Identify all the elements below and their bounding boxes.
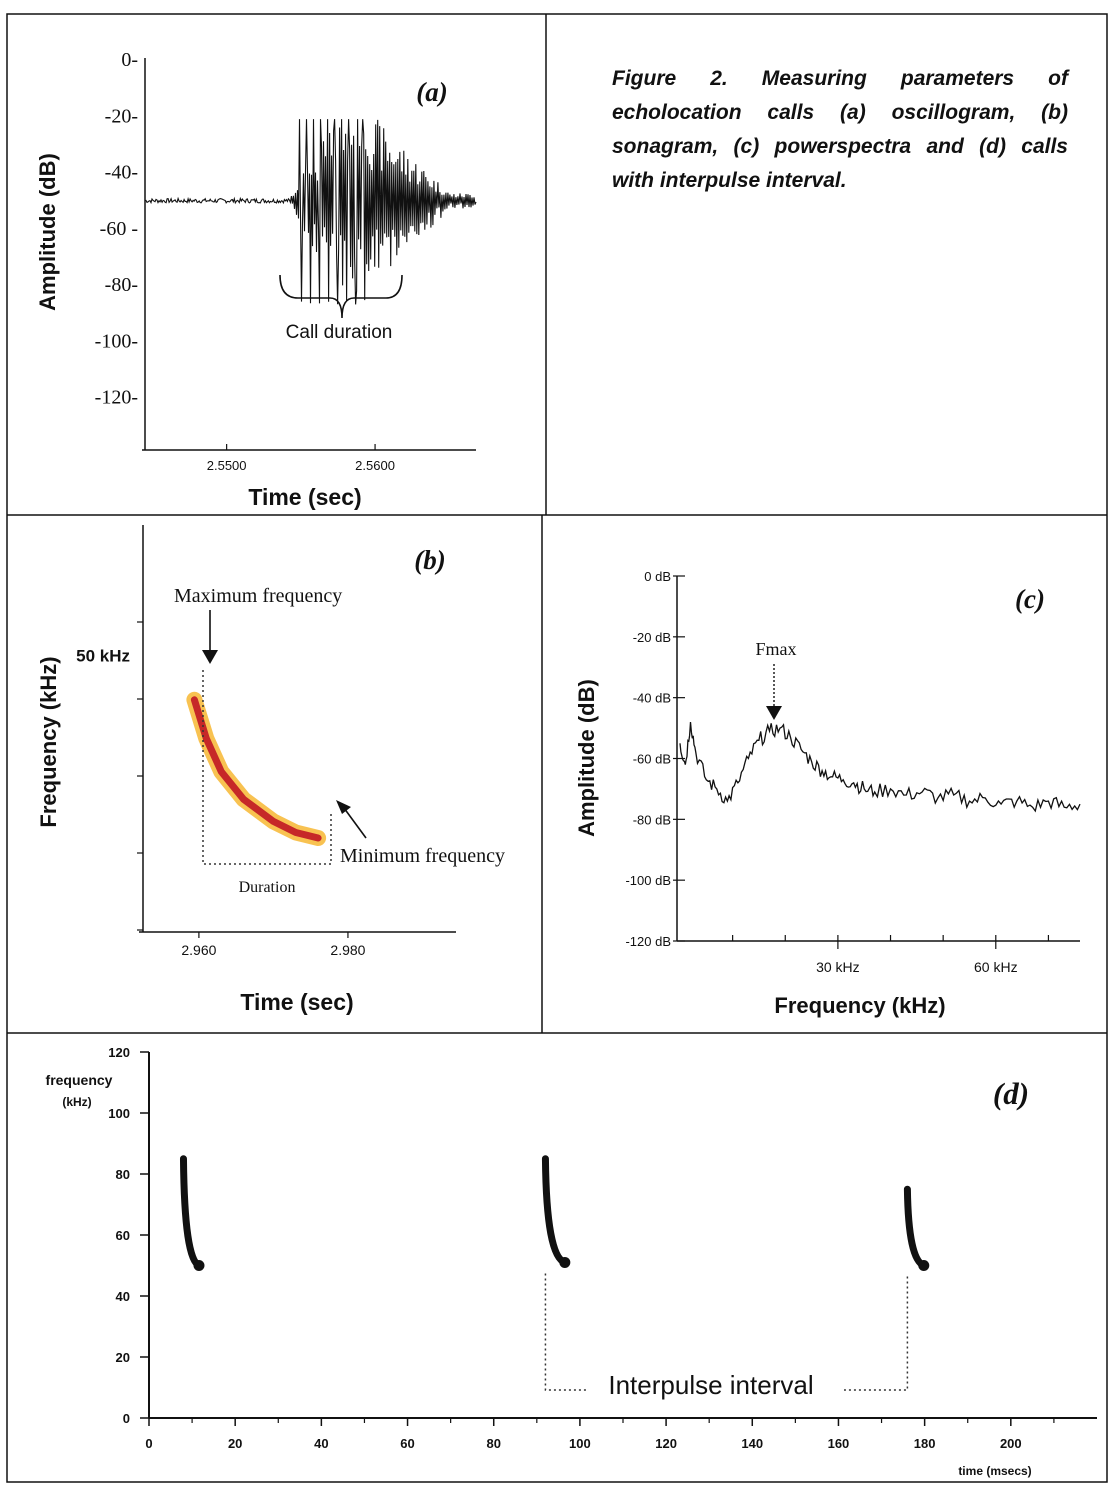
panel-a-y-axis-label: Amplitude (dB): [35, 153, 60, 311]
pulse-3-end: [918, 1260, 930, 1271]
panel-a-y-tick-label: -60 -: [100, 218, 138, 240]
duration-dotted-bracket: [202, 670, 332, 865]
panel-a-y-tick-label: -120-: [95, 387, 138, 409]
panel-c-y-tick-label: -40 dB: [633, 691, 671, 706]
panel-a-label: (a): [416, 77, 447, 107]
panel-b-y-ticks: 50 kHz: [76, 621, 143, 931]
panel-a-waveform: [144, 119, 477, 305]
panel-a-y-tick-label: 0-: [121, 49, 138, 71]
panel-c-y-ticks: 0 dB -20 dB -40 dB -60 dB -80 dB -100 dB -120 …: [625, 569, 685, 949]
panel-d-x-tick-label: 120: [655, 1436, 677, 1451]
panel-a-y-tick-label: -40-: [105, 162, 138, 184]
panel-d-x-tick-label: 160: [828, 1436, 850, 1451]
panel-c-spectrum-line: [679, 721, 1081, 813]
panel-b-x-ticks: 2.960 2.980: [181, 932, 366, 958]
panel-d-x-tick-label: 40: [314, 1436, 328, 1451]
call-trace-core: [190, 696, 322, 842]
panel-d-x-tick-label: 0: [145, 1436, 152, 1451]
figure-border: [6, 13, 1108, 1483]
interpulse-interval-label: Interpulse interval: [608, 1370, 813, 1400]
interpulse-interval-bracket: [544, 1273, 909, 1391]
panel-a-y-ticks: 0- -20- -40- -60 - -80- -100- -120-: [95, 49, 138, 409]
panel-d-x-ticks: 0 20 40 60 80 100 120 140 160 180 200: [145, 1418, 1055, 1451]
call-trace-halo: [186, 691, 327, 846]
pulse-1: [179, 1155, 203, 1269]
panel-b-sonagram: 50 kHz 2.960 2.980 Maximum frequency Mini…: [36, 525, 505, 1015]
panel-c-y-tick-label: -80 dB: [633, 812, 671, 827]
panel-a-y-tick-label: -100-: [95, 330, 138, 352]
min-frequency-arrow: [343, 807, 367, 839]
panel-d-x-tick-label: 20: [228, 1436, 242, 1451]
panel-d-y-tick-label: 20: [116, 1350, 130, 1365]
interpulse-label-backdrop: [588, 1368, 844, 1402]
max-frequency-label: Maximum frequency: [174, 585, 342, 607]
panel-d-x-tick-label: 60: [400, 1436, 414, 1451]
panel-b-y-axis-label: Frequency (kHz): [36, 656, 61, 827]
panel-d-y-axis-label-line2: (kHz): [62, 1095, 91, 1109]
panel-a-x-ticks: 2.5500 2.5600: [207, 444, 395, 473]
figure-caption: Figure 2. Measuring parameters of echolo…: [612, 67, 1068, 192]
panel-a-y-tick-label: -20-: [105, 105, 138, 127]
panel-d-call-sequence: 0 20 40 60 80 100 120 0 20 40 60 80 100 120 140 160 180…: [46, 1045, 1097, 1478]
panel-d-pulses: [179, 1155, 930, 1271]
panel-frames: [6, 13, 1108, 1483]
panel-b-x-tick-label: 2.960: [181, 942, 216, 958]
panel-c-y-axis-label: Amplitude (dB): [574, 679, 599, 837]
max-frequency-arrowhead: [202, 650, 218, 664]
panel-d-x-tick-label: 140: [741, 1436, 763, 1451]
pulse-2: [541, 1155, 569, 1266]
panel-a-oscillogram: 0- -20- -40- -60 - -80- -100- -120- 2.5500 2.56…: [35, 49, 477, 510]
panel-d-x-tick-label: 80: [486, 1436, 500, 1451]
panel-d-y-tick-label: 60: [116, 1228, 130, 1243]
panel-d-x-tick-label: 180: [914, 1436, 936, 1451]
pulse-3: [903, 1185, 928, 1269]
panel-d-y-tick-label: 40: [116, 1289, 130, 1304]
panel-c-x-tick-label: 60 kHz: [974, 959, 1018, 975]
panel-a-x-tick-label: 2.5500: [207, 458, 247, 473]
pulse-1-end: [193, 1260, 205, 1271]
panel-c-label: (c): [1015, 584, 1045, 614]
panel-c-y-tick-label: 0 dB: [644, 569, 671, 584]
panel-c-y-tick-label: -60 dB: [633, 752, 671, 767]
panel-d-x-axis-label: time (msecs): [958, 1464, 1031, 1478]
panel-b-x-axis-label: Time (sec): [240, 989, 353, 1015]
pulse-2-end: [559, 1256, 571, 1268]
panel-c-y-tick-label: -100 dB: [625, 873, 671, 888]
panel-c-y-tick-label: -120 dB: [625, 934, 671, 949]
panel-d-y-tick-label: 120: [108, 1045, 130, 1060]
panel-c-x-axis-label: Frequency (kHz): [774, 993, 945, 1018]
fmax-label: Fmax: [755, 639, 796, 659]
panel-d-y-ticks: 0 20 40 60 80 100 120: [108, 1045, 149, 1426]
call-duration-label: Call duration: [286, 322, 393, 343]
fmax-arrowhead: [766, 706, 782, 720]
panel-d-y-tick-label: 100: [108, 1106, 130, 1121]
panel-c-x-tick-label: 30 kHz: [816, 959, 860, 975]
panel-a-y-tick-label: -80-: [105, 274, 138, 296]
min-frequency-arrowhead: [336, 800, 351, 814]
duration-label: Duration: [239, 879, 296, 896]
call-duration-brace: [279, 274, 403, 319]
panel-c-y-tick-label: -20 dB: [633, 630, 671, 645]
panel-c-power-spectrum: 0 dB -20 dB -40 dB -60 dB -80 dB -100 dB -120 …: [574, 569, 1081, 1018]
panel-c-x-ticks: 30 kHz 60 kHz: [732, 935, 1050, 975]
panel-a-x-tick-label: 2.5600: [355, 458, 395, 473]
panel-d-y-axis-label-line1: frequency: [46, 1072, 113, 1088]
panel-d-x-tick-label: 200: [1000, 1436, 1022, 1451]
panel-b-x-tick-label: 2.980: [330, 942, 365, 958]
panel-d-y-tick-label: 80: [116, 1167, 130, 1182]
min-frequency-label: Minimum frequency: [340, 845, 505, 867]
panel-d-x-tick-label: 100: [569, 1436, 591, 1451]
panel-a-x-axis-label: Time (sec): [248, 484, 361, 510]
panel-b-label: (b): [414, 545, 445, 575]
panel-d-y-tick-label: 0: [123, 1411, 130, 1426]
panel-d-label: (d): [993, 1076, 1029, 1111]
panel-b-y-tick-label: 50 kHz: [76, 647, 130, 666]
